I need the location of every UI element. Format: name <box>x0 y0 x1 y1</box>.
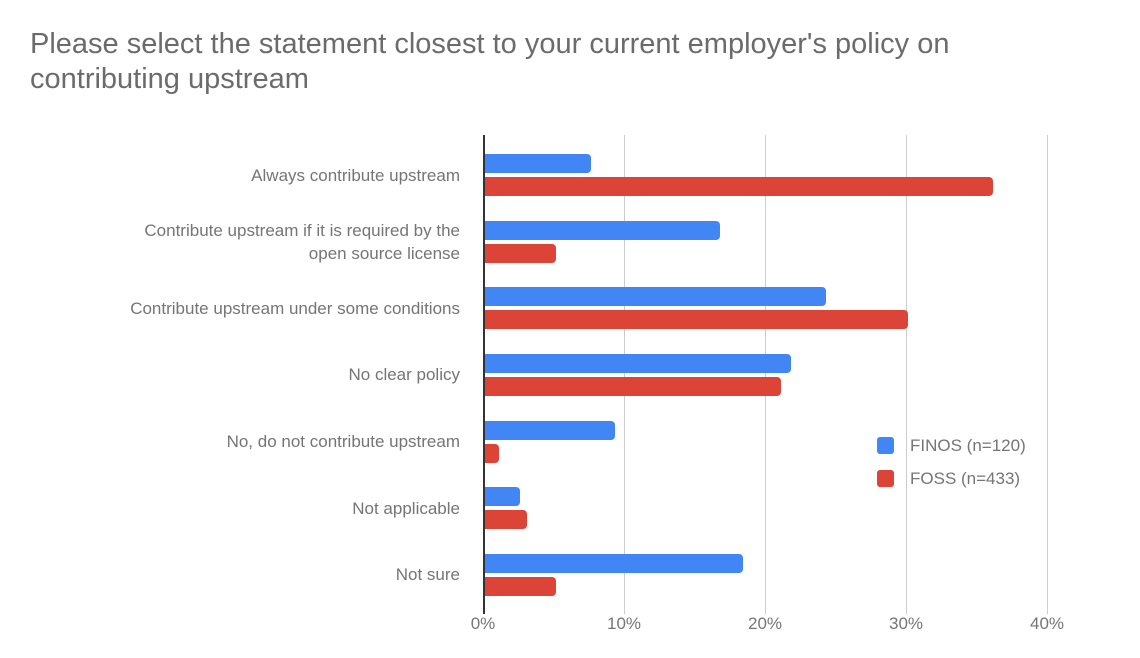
bar-group <box>485 142 1100 209</box>
bar-group <box>485 275 1100 342</box>
legend-item-finos: FINOS (n=120) <box>877 435 1026 456</box>
x-tick-label: 40% <box>1029 614 1065 633</box>
axis-tick <box>624 608 625 614</box>
bar-foss <box>485 510 528 530</box>
axis-tick <box>1047 608 1048 614</box>
bar-finos <box>485 487 521 507</box>
finos-swatch-icon <box>877 437 894 454</box>
category-row: No, do not contribute upstream <box>0 408 471 475</box>
legend-label-finos: FINOS (n=120) <box>910 436 1026 455</box>
x-tick-label: 10% <box>606 614 642 633</box>
category-row: No clear policy <box>0 342 471 409</box>
bar-group <box>485 209 1100 276</box>
bar-group <box>485 342 1100 409</box>
bar-groups <box>485 142 1100 608</box>
bar-foss <box>485 376 782 396</box>
x-axis-labels: 0% 10% 20% 30% 40% <box>471 614 1100 638</box>
bar-foss <box>485 310 908 330</box>
bar-group <box>485 541 1100 608</box>
bar-foss <box>485 443 500 463</box>
x-tick-label: 0% <box>470 614 496 633</box>
bar-finos <box>485 353 791 373</box>
category-row: Not applicable <box>0 475 471 542</box>
legend: FINOS (n=120) FOSS (n=433) <box>877 435 1026 489</box>
category-label: No clear policy <box>348 365 461 385</box>
category-row: Not sure <box>0 541 471 608</box>
chart-title: Please select the statement closest to y… <box>30 28 950 95</box>
bar-foss <box>485 177 993 197</box>
category-row: Contribute upstream if it is required by… <box>0 209 471 276</box>
axis-tick <box>906 608 907 614</box>
axis-tick <box>765 608 766 614</box>
bar-finos <box>485 553 744 573</box>
category-row: Contribute upstream under some condition… <box>0 275 471 342</box>
category-axis-labels: Always contribute upstream Contribute ups… <box>0 142 471 608</box>
baseline-axis <box>483 135 485 614</box>
category-row: Always contribute upstream <box>0 142 471 209</box>
bar-group <box>485 408 1100 475</box>
category-label: Contribute upstream if it is required by… <box>144 220 460 263</box>
category-label: No, do not contribute upstream <box>226 432 460 452</box>
x-tick-label: 20% <box>747 614 783 633</box>
category-label: Always contribute upstream <box>251 165 460 185</box>
gridline <box>906 135 907 608</box>
bar-finos <box>485 287 827 307</box>
bar-finos <box>485 420 615 440</box>
bar-foss <box>485 576 556 596</box>
bar-finos <box>485 220 721 240</box>
x-tick-label: 30% <box>888 614 924 633</box>
legend-item-foss: FOSS (n=433) <box>877 468 1026 489</box>
bar-finos <box>485 154 591 174</box>
foss-swatch-icon <box>877 470 894 487</box>
gridline <box>1047 135 1048 608</box>
plot-area: FINOS (n=120) FOSS (n=433) <box>483 135 1100 614</box>
category-label: Not sure <box>395 565 460 585</box>
category-label: Contribute upstream under some condition… <box>130 298 460 318</box>
bar-foss <box>485 243 556 263</box>
category-label: Not applicable <box>352 498 460 518</box>
bar-group <box>485 475 1100 542</box>
legend-label-foss: FOSS (n=433) <box>910 469 1021 488</box>
